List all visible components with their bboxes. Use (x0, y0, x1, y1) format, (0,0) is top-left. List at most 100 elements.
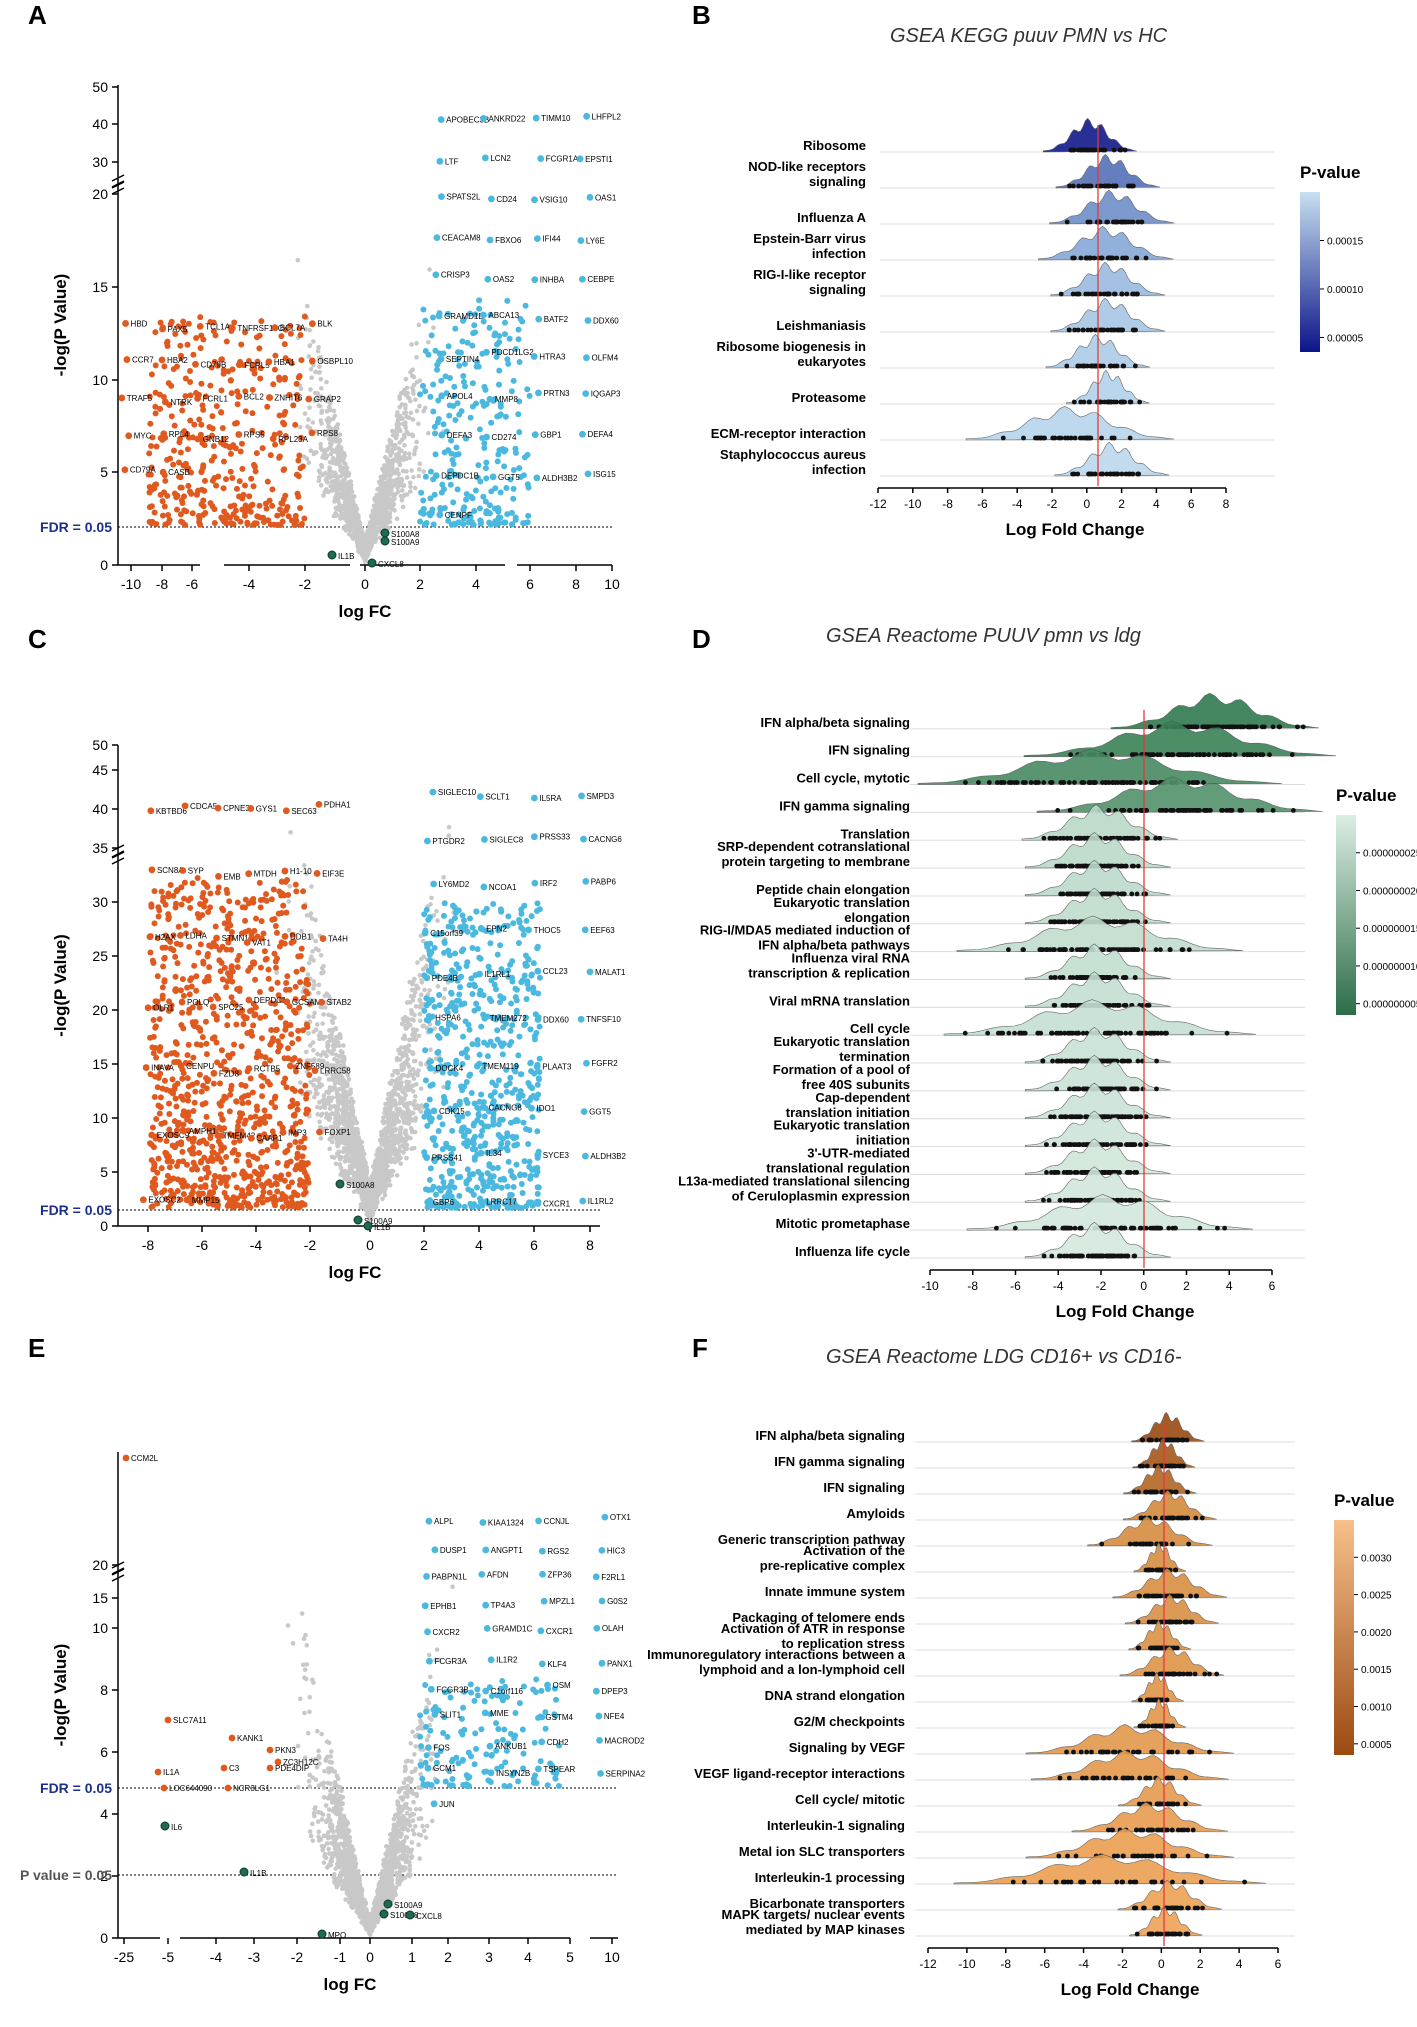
up-gene-label: LCN2 (490, 154, 511, 163)
down-point (209, 425, 216, 432)
ns-point (326, 1090, 331, 1096)
down-point (263, 891, 270, 898)
y-tick-label: 15 (92, 279, 108, 295)
down-point (257, 904, 264, 911)
up-point (446, 412, 453, 419)
down-point (245, 1092, 252, 1099)
down-point (197, 1027, 204, 1034)
up-point (507, 961, 514, 968)
down-point (161, 1077, 168, 1084)
ns-point (434, 908, 439, 914)
down-point (150, 1017, 157, 1024)
ns-point (382, 474, 388, 479)
ns-point (334, 1151, 340, 1157)
down-point (207, 890, 214, 897)
ns-point (442, 986, 448, 992)
down-point (295, 1027, 302, 1034)
ns-point (414, 355, 419, 360)
up-gene-point (480, 311, 487, 319)
up-gene-label: PDCD1LG2 (491, 348, 534, 357)
down-point (233, 420, 240, 427)
up-point (431, 491, 438, 498)
down-point (302, 1082, 309, 1089)
panel-letter-e: E (28, 1333, 46, 1363)
down-point (204, 974, 211, 981)
down-point (180, 1191, 187, 1198)
down-point (260, 1183, 267, 1190)
ns-point (427, 267, 432, 272)
up-point (494, 458, 501, 465)
down-point (300, 888, 307, 895)
down-point (229, 474, 236, 481)
down-gene-label: CCR7 (132, 356, 154, 365)
ns-point (347, 531, 352, 537)
down-point (298, 945, 305, 952)
down-point (283, 986, 290, 993)
up-point (477, 520, 484, 527)
up-point (496, 520, 503, 527)
up-point (467, 915, 474, 922)
up-gene-label: IQGAP3 (591, 390, 621, 399)
down-point (193, 1079, 200, 1086)
ns-point (358, 1202, 364, 1207)
down-point (215, 1138, 222, 1145)
down-point (205, 1169, 212, 1176)
ns-point (417, 1011, 423, 1017)
ns-point (403, 402, 408, 408)
down-point (290, 1112, 297, 1119)
ns-point (318, 1036, 323, 1041)
panel-letter-b: B (692, 0, 711, 30)
ns-point (342, 1096, 348, 1102)
up-points (417, 297, 533, 528)
down-point (234, 401, 241, 408)
down-point (256, 332, 263, 339)
ns-point (412, 1105, 418, 1111)
down-point (223, 886, 230, 893)
ns-point (342, 477, 347, 483)
up-gene-point (437, 355, 445, 363)
ns-point (297, 424, 303, 430)
x-tick-label: -6 (196, 1237, 209, 1253)
ns-point (313, 1091, 319, 1097)
down-point (177, 484, 184, 491)
ns-point (404, 475, 410, 480)
down-point (234, 964, 241, 971)
up-point (509, 521, 516, 528)
ns-point (414, 408, 420, 414)
ns-point (316, 344, 321, 350)
ns-point (341, 1086, 346, 1092)
y-tick-label: 30 (92, 894, 108, 910)
ns-point (393, 1102, 399, 1107)
down-point (233, 1098, 240, 1105)
down-point (294, 1106, 301, 1113)
ns-point (385, 1113, 391, 1119)
down-point (173, 1040, 180, 1047)
x-tick-label: -2 (299, 576, 312, 592)
ns-point (396, 471, 401, 477)
down-point (267, 1041, 274, 1048)
down-point (177, 987, 184, 994)
up-gene-label: OLFM4 (591, 354, 618, 363)
ns-point (424, 963, 429, 969)
down-point (167, 881, 174, 888)
up-point (484, 1053, 491, 1060)
ns-point (302, 411, 308, 416)
up-point (458, 408, 465, 415)
y-tick-label: 50 (92, 79, 108, 95)
down-point (187, 904, 194, 911)
down-point (228, 390, 235, 397)
down-point (171, 422, 178, 429)
down-point (161, 1119, 168, 1126)
up-gene-point (432, 472, 440, 480)
down-point (228, 1082, 235, 1089)
up-gene-point (583, 354, 590, 362)
up-point (446, 402, 453, 409)
down-point (183, 1161, 190, 1168)
ns-point (396, 421, 402, 427)
down-point (150, 1183, 157, 1190)
ns-point (353, 503, 358, 508)
y-axis-label: -log(P Value) (51, 934, 70, 1037)
down-point (242, 1117, 249, 1124)
down-point (228, 946, 235, 953)
down-point (234, 1123, 241, 1130)
